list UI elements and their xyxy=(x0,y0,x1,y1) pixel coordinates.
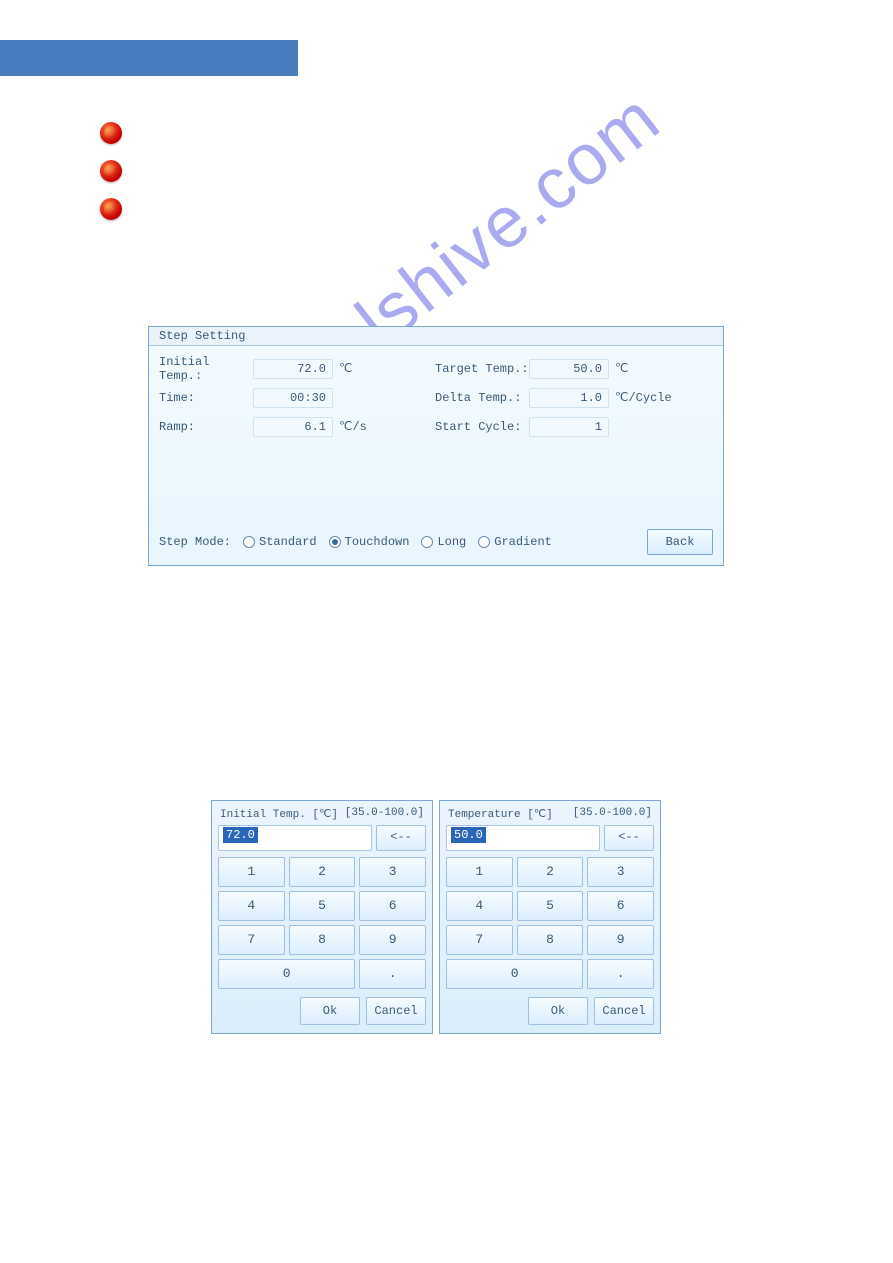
step-mode-label: Step Mode: xyxy=(159,535,231,549)
key-dot[interactable]: . xyxy=(359,959,426,989)
field-ramp: Ramp: 6.1 ℃/s xyxy=(159,412,397,441)
warning-icon xyxy=(100,160,122,182)
fields-left-column: Initial Temp.: 72.0 ℃ Time: 00:30 Ramp: … xyxy=(159,354,397,441)
field-target-temp: Target Temp.: 50.0 ℃ xyxy=(435,354,673,383)
keypad-grid: 1 2 3 4 5 6 7 8 9 0 . xyxy=(446,857,654,989)
step-mode-row: Step Mode: Standard Touchdown Long Gradi… xyxy=(159,529,713,555)
keypad-grid: 1 2 3 4 5 6 7 8 9 0 . xyxy=(218,857,426,989)
target-temp-input[interactable]: 50.0 xyxy=(529,359,609,379)
field-delta-temp: Delta Temp.: 1.0 ℃/Cycle xyxy=(435,383,673,412)
field-unit: ℃ xyxy=(337,361,397,376)
key-dot[interactable]: . xyxy=(587,959,654,989)
radio-icon xyxy=(421,536,433,548)
key-6[interactable]: 6 xyxy=(587,891,654,921)
start-cycle-input[interactable]: 1 xyxy=(529,417,609,437)
field-label: Start Cycle: xyxy=(435,420,529,434)
key-7[interactable]: 7 xyxy=(218,925,285,955)
ok-button[interactable]: Ok xyxy=(528,997,588,1025)
bullet-item-1 xyxy=(100,122,122,144)
key-5[interactable]: 5 xyxy=(289,891,356,921)
back-button[interactable]: Back xyxy=(647,529,713,555)
initial-temp-input[interactable]: 72.0 xyxy=(253,359,333,379)
radio-label: Gradient xyxy=(494,535,552,549)
key-3[interactable]: 3 xyxy=(587,857,654,887)
keypad-title: Initial Temp. [℃] xyxy=(220,807,338,821)
keypad-title: Temperature [℃] xyxy=(448,807,553,821)
radio-icon xyxy=(329,536,341,548)
keypad-display[interactable]: 72.0 xyxy=(218,825,372,851)
key-2[interactable]: 2 xyxy=(517,857,584,887)
keypad-range: [35.0-100.0] xyxy=(345,807,424,821)
key-9[interactable]: 9 xyxy=(359,925,426,955)
key-3[interactable]: 3 xyxy=(359,857,426,887)
radio-label: Standard xyxy=(259,535,317,549)
radio-icon xyxy=(478,536,490,548)
ramp-input[interactable]: 6.1 xyxy=(253,417,333,437)
time-input[interactable]: 00:30 xyxy=(253,388,333,408)
keypad-display[interactable]: 50.0 xyxy=(446,825,600,851)
warning-icon xyxy=(100,198,122,220)
ok-button[interactable]: Ok xyxy=(300,997,360,1025)
key-7[interactable]: 7 xyxy=(446,925,513,955)
radio-label: Long xyxy=(437,535,466,549)
field-label: Time: xyxy=(159,391,253,405)
key-0[interactable]: 0 xyxy=(218,959,355,989)
field-label: Target Temp.: xyxy=(435,362,529,376)
field-unit: ℃ xyxy=(613,361,673,376)
warning-icon xyxy=(100,122,122,144)
fields-container: Initial Temp.: 72.0 ℃ Time: 00:30 Ramp: … xyxy=(149,346,723,456)
radio-icon xyxy=(243,536,255,548)
keypad-actions: Ok Cancel xyxy=(218,997,426,1025)
keypad-input-row: 72.0 <-- xyxy=(218,825,426,851)
keypad-initial-temp: Initial Temp. [℃] [35.0-100.0] 72.0 <-- … xyxy=(211,800,433,1034)
keypad-range: [35.0-100.0] xyxy=(573,807,652,821)
cancel-button[interactable]: Cancel xyxy=(594,997,654,1025)
keypad-header: Temperature [℃] [35.0-100.0] xyxy=(446,807,654,825)
field-label: Ramp: xyxy=(159,420,253,434)
field-start-cycle: Start Cycle: 1 xyxy=(435,412,673,441)
backspace-button[interactable]: <-- xyxy=(604,825,654,851)
key-4[interactable]: 4 xyxy=(446,891,513,921)
keypad-header: Initial Temp. [℃] [35.0-100.0] xyxy=(218,807,426,825)
key-1[interactable]: 1 xyxy=(218,857,285,887)
key-4[interactable]: 4 xyxy=(218,891,285,921)
radio-gradient[interactable]: Gradient xyxy=(478,535,552,549)
key-8[interactable]: 8 xyxy=(289,925,356,955)
panel-title: Step Setting xyxy=(149,327,723,346)
keypad-actions: Ok Cancel xyxy=(446,997,654,1025)
fields-right-column: Target Temp.: 50.0 ℃ Delta Temp.: 1.0 ℃/… xyxy=(435,354,673,441)
radio-standard[interactable]: Standard xyxy=(243,535,317,549)
key-6[interactable]: 6 xyxy=(359,891,426,921)
cancel-button[interactable]: Cancel xyxy=(366,997,426,1025)
key-2[interactable]: 2 xyxy=(289,857,356,887)
field-time: Time: 00:30 xyxy=(159,383,397,412)
radio-long[interactable]: Long xyxy=(421,535,466,549)
bullet-item-2 xyxy=(100,160,122,182)
bullet-item-3 xyxy=(100,198,122,220)
keypad-input-row: 50.0 <-- xyxy=(446,825,654,851)
field-initial-temp: Initial Temp.: 72.0 ℃ xyxy=(159,354,397,383)
key-5[interactable]: 5 xyxy=(517,891,584,921)
key-8[interactable]: 8 xyxy=(517,925,584,955)
key-0[interactable]: 0 xyxy=(446,959,583,989)
step-setting-panel: Step Setting Initial Temp.: 72.0 ℃ Time:… xyxy=(148,326,724,566)
keypad-temperature: Temperature [℃] [35.0-100.0] 50.0 <-- 1 … xyxy=(439,800,661,1034)
delta-temp-input[interactable]: 1.0 xyxy=(529,388,609,408)
field-unit: ℃/s xyxy=(337,419,397,434)
field-unit: ℃/Cycle xyxy=(613,390,673,405)
field-label: Delta Temp.: xyxy=(435,391,529,405)
field-label: Initial Temp.: xyxy=(159,355,253,383)
key-9[interactable]: 9 xyxy=(587,925,654,955)
radio-label: Touchdown xyxy=(345,535,410,549)
header-bar xyxy=(0,40,298,76)
key-1[interactable]: 1 xyxy=(446,857,513,887)
radio-touchdown[interactable]: Touchdown xyxy=(329,535,410,549)
backspace-button[interactable]: <-- xyxy=(376,825,426,851)
